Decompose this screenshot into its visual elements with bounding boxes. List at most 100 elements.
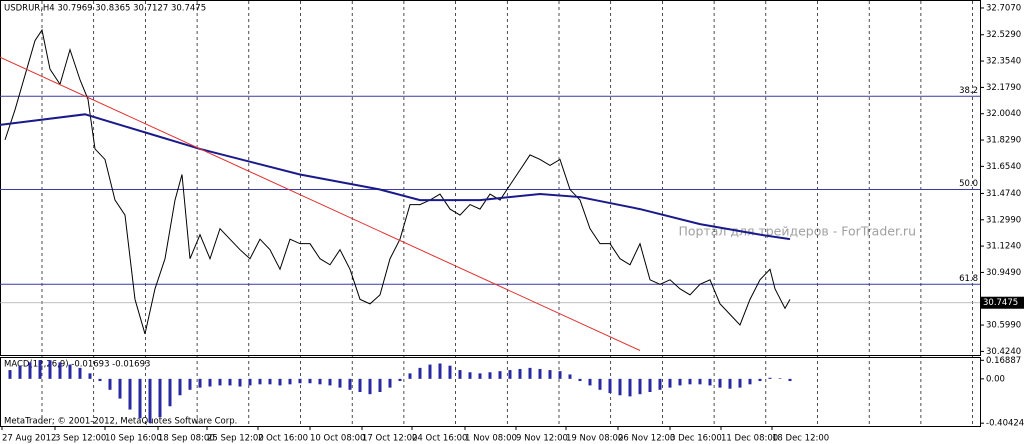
x-tick-label: 1 Nov 08:00	[465, 434, 517, 444]
macd-bar	[638, 378, 642, 395]
macd-bar	[418, 367, 422, 379]
macd-bar	[98, 378, 102, 382]
macd-bar	[778, 378, 782, 379]
macd-bar	[538, 368, 542, 379]
macd-bar	[368, 378, 372, 395]
x-tick-label: 24 Oct 16:00	[412, 434, 467, 444]
x-tick-label: 2 Oct 16:00	[258, 434, 308, 444]
macd-bar	[548, 370, 552, 379]
macd-bar	[558, 371, 562, 379]
macd-bar	[348, 378, 352, 390]
macd-bar	[248, 378, 252, 386]
macd-bar	[758, 378, 762, 382]
y-tick-label: 31.4740	[986, 189, 1021, 199]
macd-bar	[308, 378, 312, 384]
macd-bar	[218, 378, 222, 386]
macd-bar	[78, 367, 82, 379]
macd-bar	[38, 360, 42, 379]
macd-bar	[328, 378, 332, 386]
macd-bar	[378, 378, 382, 392]
macd-bar	[358, 378, 362, 392]
macd-bar	[28, 362, 32, 379]
macd-bar	[628, 378, 632, 397]
macd-bar	[298, 378, 302, 384]
macd-bar	[578, 378, 582, 382]
macd-bar	[458, 370, 462, 379]
macd-bar	[408, 373, 412, 379]
macd-bar	[658, 378, 662, 390]
y-tick-label: 32.0040	[986, 109, 1021, 119]
macd-bar	[258, 378, 262, 385]
macd-bar	[428, 364, 432, 379]
macd-bar	[148, 378, 152, 423]
macd-bar	[168, 378, 172, 407]
macd-bar	[138, 378, 142, 419]
y-tick-label: 30.9490	[986, 268, 1021, 278]
macd-bar	[268, 378, 272, 385]
macd-bar	[398, 378, 402, 382]
macd-bar	[188, 378, 192, 390]
x-tick-label: 11 Dec 08:00	[721, 434, 778, 444]
x-tick-label: 25 Sep 12:00	[207, 434, 264, 444]
macd-bar	[338, 378, 342, 388]
macd-bar	[738, 378, 742, 388]
x-tick-label: 18 Dec 12:00	[772, 434, 829, 444]
macd-bar	[478, 373, 482, 379]
macd-bar	[68, 364, 72, 379]
macd-bar	[58, 362, 62, 379]
y-tick-label: 32.3540	[986, 57, 1021, 67]
y-tick-label: 32.5290	[986, 30, 1021, 40]
macd-bar	[648, 378, 652, 392]
macd-bar	[568, 374, 572, 379]
macd-bar	[448, 365, 452, 379]
macd-bar	[718, 378, 722, 388]
macd-bar	[728, 378, 732, 389]
macd-bar	[588, 378, 592, 386]
macd-bar	[678, 378, 682, 386]
macd-bar	[608, 378, 612, 394]
x-tick-label: 9 Nov 12:00	[516, 434, 568, 444]
y-tick-label: 0.16887	[986, 356, 1021, 366]
macd-bar	[178, 378, 182, 396]
watermark: Портал для трейдеров - ForTrader.ru	[678, 224, 916, 239]
macd-bar	[688, 378, 692, 385]
x-tick-label: 3 Sep 12:00	[55, 434, 106, 444]
y-tick-label: 32.7070	[986, 3, 1021, 13]
macd-bar	[528, 367, 532, 379]
macd-bar	[228, 378, 232, 386]
macd-bar	[288, 378, 292, 385]
fib-label: 61.8	[959, 274, 978, 284]
footer: MetaTrader; © 2001-2012, MetaQuotes Soft…	[4, 417, 237, 427]
y-tick-label: 31.8290	[986, 136, 1021, 146]
price-line	[0, 56, 641, 351]
macd-bar	[208, 378, 212, 387]
macd-bar	[198, 378, 202, 388]
x-tick-label: 18 Sep 08:00	[158, 434, 215, 444]
x-tick-label: 26 Nov 12:00	[618, 434, 675, 444]
chart-title: USDRUR,H4 30.7969 30.8365 30.7127 30.747…	[4, 4, 206, 14]
y-tick-label: 31.1240	[986, 242, 1021, 252]
macd-bar	[278, 378, 282, 386]
last-price-box	[980, 296, 1024, 309]
macd-bar	[698, 378, 702, 385]
x-tick-label: 10 Sep 16:00	[105, 434, 162, 444]
y-tick-label: 30.4240	[986, 347, 1021, 357]
macd-bar	[438, 363, 442, 379]
macd-bar	[8, 370, 12, 379]
y-tick-label: 0.00	[986, 374, 1005, 384]
macd-bar	[318, 378, 322, 385]
macd-bar	[118, 378, 122, 399]
last-price-label: 30.7475	[983, 298, 1018, 308]
macd-bar	[238, 378, 242, 387]
macd-pane	[0, 357, 981, 427]
macd-bar	[618, 378, 622, 396]
macd-bar	[498, 371, 502, 379]
x-tick-label: 10 Oct 08:00	[310, 434, 365, 444]
macd-bar	[708, 378, 712, 386]
macd-bar	[48, 360, 52, 379]
macd-bar	[788, 378, 792, 382]
macd-bar	[158, 378, 162, 418]
y-tick-label: 30.5990	[986, 321, 1021, 331]
price-line	[0, 113, 791, 241]
